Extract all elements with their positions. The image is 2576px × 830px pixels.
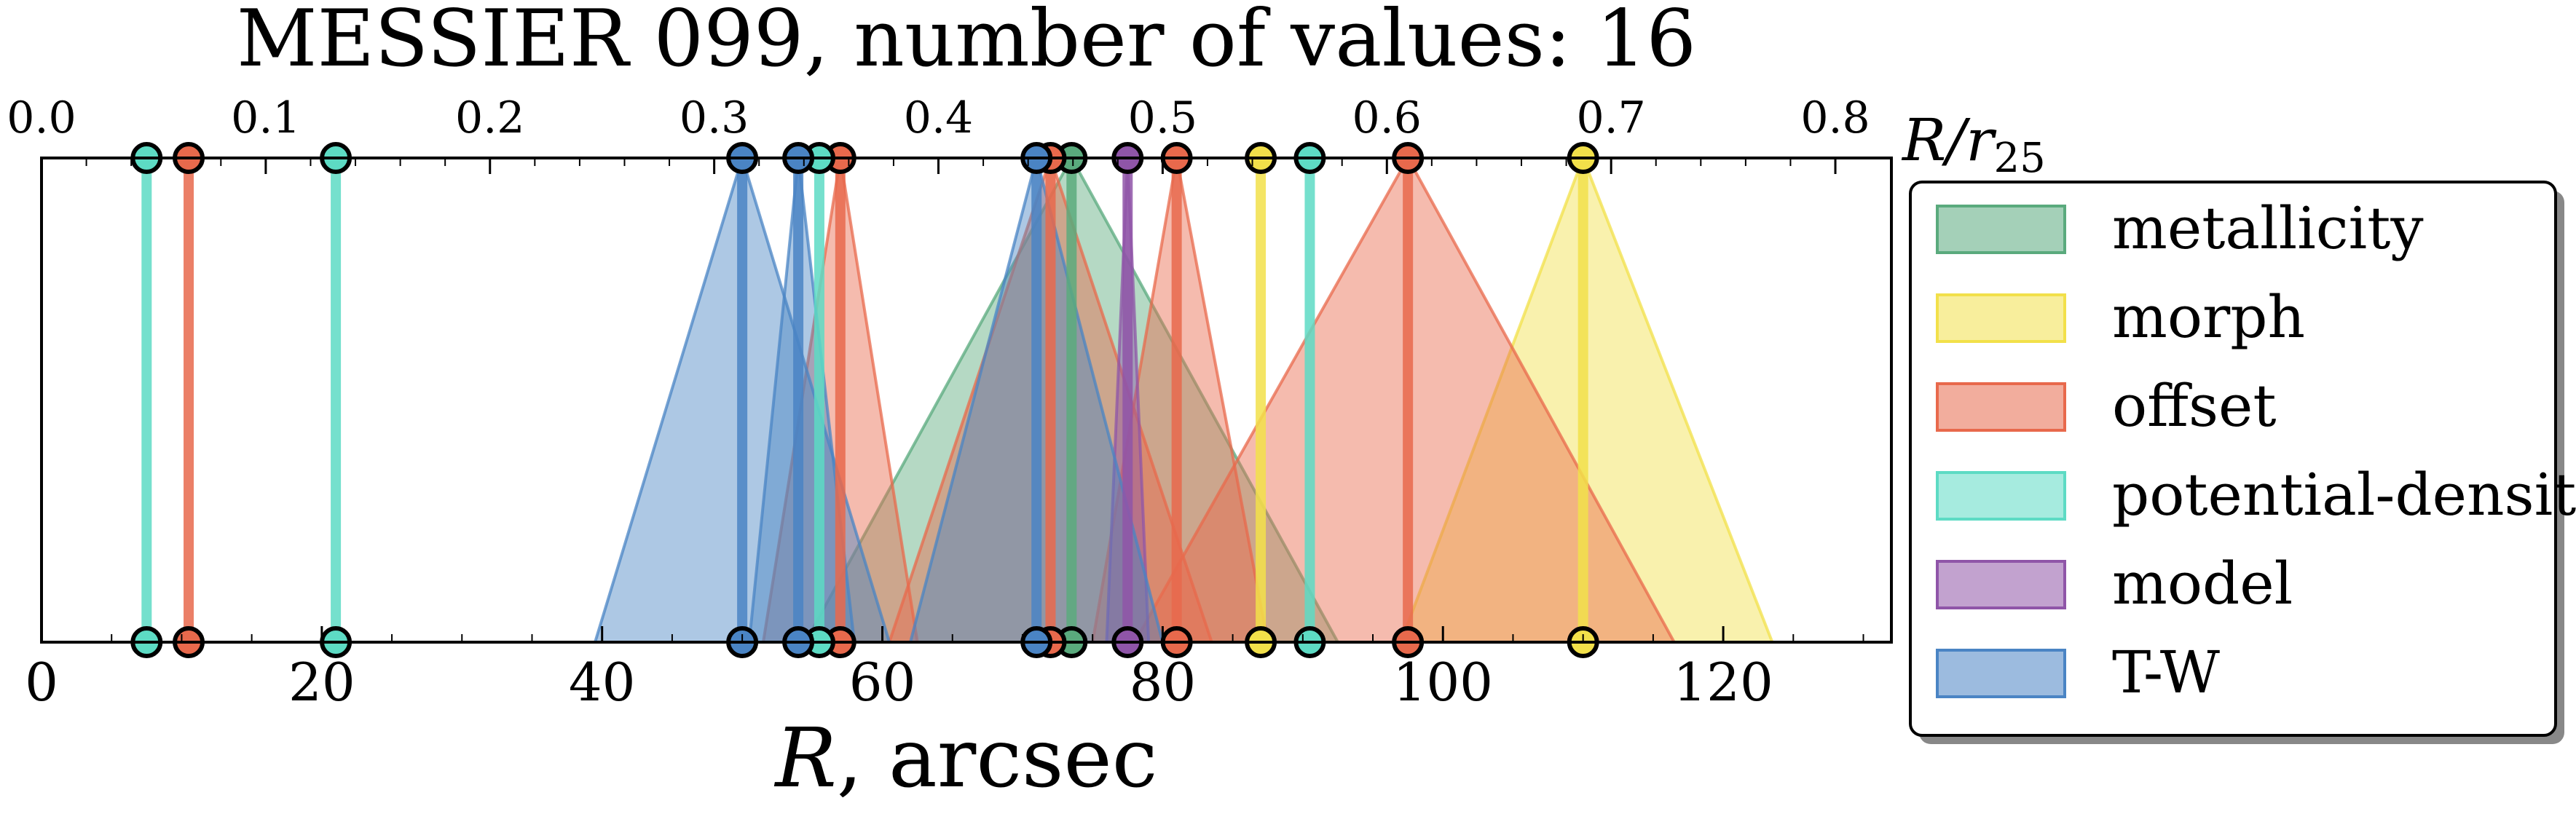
legend-label-offset: offset — [2112, 372, 2277, 440]
plot-area-frame — [40, 157, 1893, 644]
legend-swatch-t-w — [1936, 649, 2066, 698]
top-tick-label-3: 0.2 — [455, 92, 524, 143]
x-axis-label-math: R — [773, 711, 836, 806]
x-axis-label: R, arcsec — [773, 711, 1157, 806]
x-tick-label-5: 80 — [1130, 652, 1197, 713]
legend-swatch-offset — [1936, 382, 2066, 432]
top-axis-label-main: R/r — [1901, 106, 1997, 174]
top-tick-label-8: 0.7 — [1576, 92, 1645, 143]
value-lines-layer — [141, 158, 1588, 642]
legend-label-potential-density: potential-density — [2112, 461, 2576, 529]
legend-items: metallicity morph offset potential-density m… — [1936, 194, 2576, 706]
legend-label-metallicity: metallicity — [2112, 194, 2424, 262]
top-axis-label: R/r25 — [1901, 106, 2046, 182]
x-tick-label-3: 40 — [569, 652, 636, 713]
legend-swatch-potential-density — [1936, 471, 2066, 521]
x-tick-label-6: 100 — [1393, 652, 1493, 713]
legend-label-morph: morph — [2112, 283, 2305, 351]
top-tick-label-7: 0.6 — [1352, 92, 1422, 143]
top-tick-label-9: 0.8 — [1800, 92, 1870, 143]
top-tick-label-1: 0.0 — [7, 92, 76, 143]
x-tick-label-4: 60 — [849, 652, 916, 713]
top-tick-label-2: 0.1 — [231, 92, 300, 143]
legend-swatch-morph — [1936, 293, 2066, 343]
legend: metallicity morph offset potential-density m… — [1909, 181, 2576, 744]
legend-label-t-w: T-W — [2112, 639, 2220, 706]
legend-label-model: model — [2112, 550, 2293, 617]
x-axis-label-unit: , arcsec — [837, 711, 1158, 806]
top-axis-label-subscript: 25 — [1993, 135, 2045, 182]
chart-title: MESSIER 099, number of values: 16 — [237, 0, 1696, 84]
x-tick-label-7: 120 — [1673, 652, 1773, 713]
x-tick-label-2: 20 — [288, 652, 355, 713]
top-tick-label-4: 0.3 — [680, 92, 749, 143]
uncertainty-bands-layer — [593, 152, 1775, 644]
axes-layer: 0 20 40 60 80 100 120 0.0 0.1 0.2 0.3 0.4 0.5 0.6 0.7 0… — [7, 92, 1870, 713]
legend-frame — [1909, 181, 2557, 737]
top-tick-label-6: 0.5 — [1128, 92, 1197, 143]
x-tick-label-1: 0 — [25, 652, 58, 713]
top-tick-label-5: 0.4 — [904, 92, 973, 143]
legend-swatch-metallicity — [1936, 205, 2066, 254]
legend-swatch-model — [1936, 560, 2066, 609]
